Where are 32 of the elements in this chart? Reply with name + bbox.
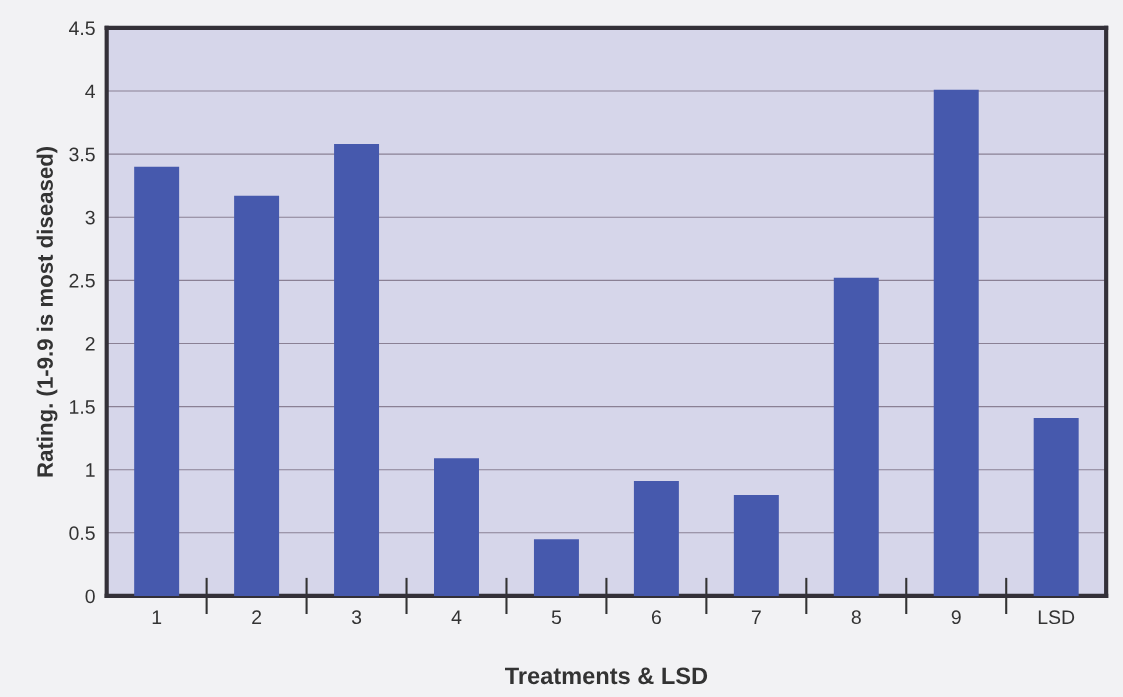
- x-tick-label: 6: [651, 610, 661, 625]
- y-tick-label: 3: [85, 210, 95, 225]
- x-tick-label: 7: [751, 610, 761, 624]
- x-tick-label: 8: [851, 610, 861, 625]
- y-tick-label: 4.5: [68, 21, 95, 36]
- bar: [933, 89, 979, 596]
- x-tick-label: 3: [351, 610, 362, 625]
- bar: [833, 277, 879, 596]
- y-tick-label: 4: [85, 84, 96, 99]
- y-tick-label: 1: [86, 463, 95, 477]
- bar: [134, 166, 180, 596]
- x-tick-label: 2: [252, 610, 262, 624]
- x-tick-label: 1: [152, 610, 162, 624]
- bar: [1033, 417, 1079, 596]
- y-tick-label: 0.5: [69, 526, 95, 541]
- bar: [434, 458, 479, 596]
- bar: [733, 494, 779, 596]
- y-tick-label: 0: [85, 589, 95, 604]
- x-tick-label: LSD: [1038, 610, 1075, 625]
- x-tick-label: 9: [951, 610, 961, 625]
- y-tick-label: 2.5: [69, 273, 95, 288]
- x-tick-label: 4: [451, 610, 462, 624]
- bar: [633, 481, 679, 596]
- x-axis-title: Treatments & LSD: [505, 667, 708, 685]
- y-tick-label: 1.5: [70, 400, 95, 414]
- x-tick-label: 5: [551, 610, 562, 625]
- bar: [334, 144, 380, 596]
- y-tick-label: 2: [85, 336, 95, 351]
- bar: [234, 195, 280, 596]
- bar: [533, 539, 579, 596]
- y-tick-label: 3.5: [69, 147, 95, 162]
- y-axis-title: Rating. (1-9.9 is most diseased): [36, 146, 58, 477]
